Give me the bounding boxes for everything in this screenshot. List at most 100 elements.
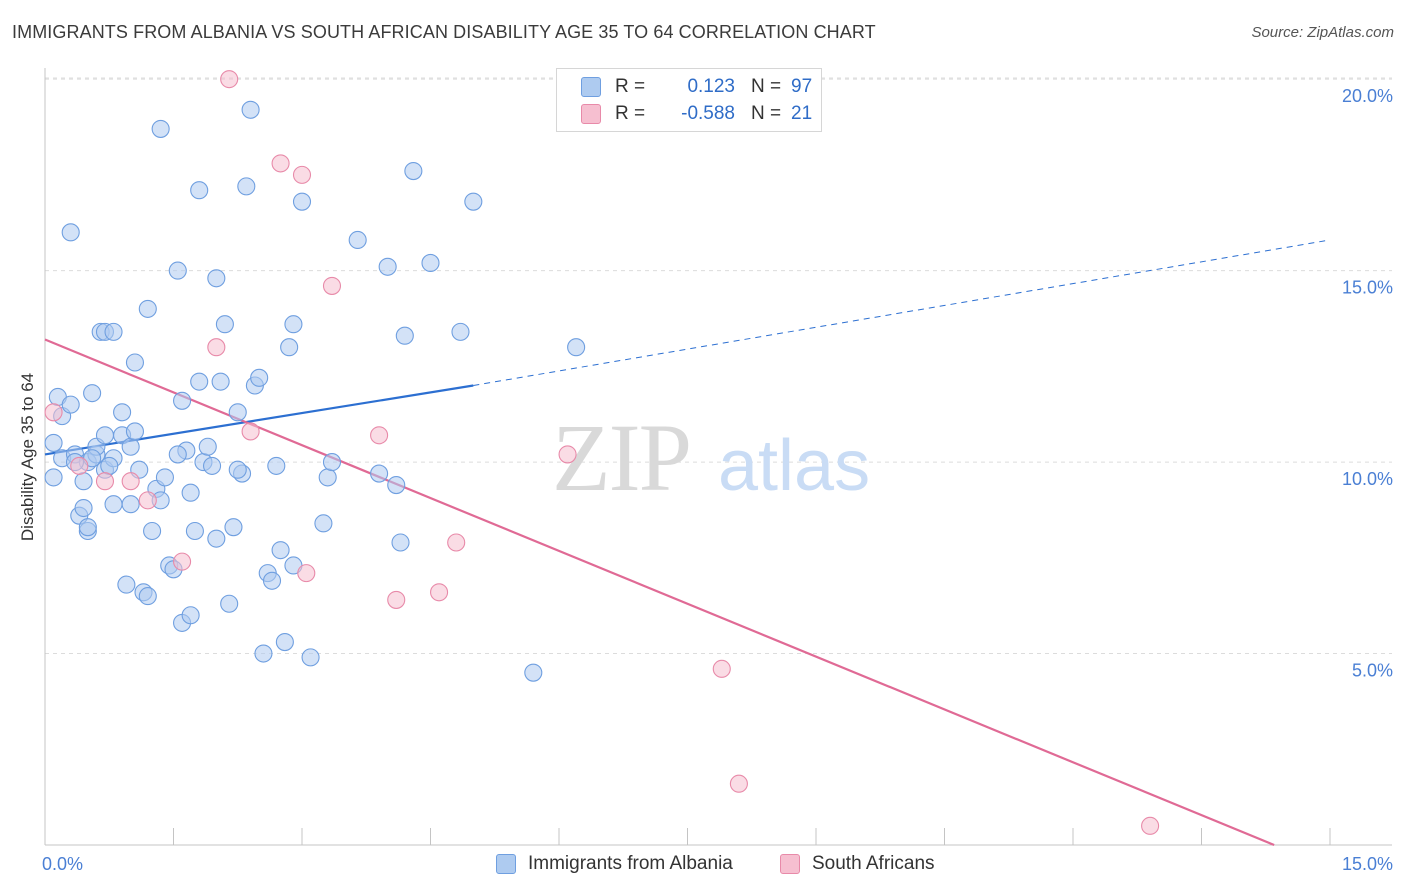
albania-point	[464, 192, 483, 211]
south-african-point	[44, 403, 63, 422]
albania-point	[104, 322, 123, 341]
sa-n-value: 21	[791, 103, 813, 124]
albania-point	[395, 326, 414, 345]
south-african-point	[138, 491, 157, 510]
south-african-point	[121, 472, 140, 491]
albania-n-label: N =	[751, 76, 782, 97]
albania-point	[61, 395, 80, 414]
x-tick-label: 0.0%	[42, 854, 83, 874]
sa-r-value: -0.588	[681, 103, 735, 124]
albania-r-value: 0.123	[687, 76, 735, 97]
albania-point	[228, 403, 247, 422]
south-african-point	[220, 70, 239, 89]
chart-title: IMMIGRANTS FROM ALBANIA VS SOUTH AFRICAN…	[12, 22, 876, 42]
albania-point	[155, 468, 174, 487]
source-credit: Source: ZipAtlas.com	[1251, 24, 1394, 41]
albania-point	[421, 253, 440, 273]
albania-point	[215, 315, 234, 334]
albania-point	[168, 445, 187, 464]
legend-row-south-africans: R = -0.588 N = 21	[581, 102, 812, 126]
albania-point	[83, 384, 102, 403]
albania-point	[348, 230, 367, 250]
albania-point	[181, 483, 200, 502]
albania-point	[100, 456, 119, 475]
south-african-point	[447, 533, 466, 552]
south-african-point	[70, 456, 89, 475]
watermark: ZIP atlas	[552, 404, 870, 511]
albania-point	[207, 269, 226, 288]
albania-point	[404, 161, 423, 181]
albania-point	[250, 368, 269, 387]
south-africans-swatch	[581, 104, 601, 124]
albania-point	[44, 433, 63, 452]
south-african-point	[558, 445, 577, 464]
sa-n-label: N =	[751, 103, 782, 124]
south-african-point	[729, 774, 748, 793]
albania-point	[280, 338, 299, 357]
south-african-point	[712, 659, 731, 678]
y-tick-label: 15.0%	[1342, 278, 1393, 298]
albania-point	[95, 426, 115, 445]
albania-point	[61, 223, 80, 242]
albania-point	[271, 541, 290, 560]
albania-point	[74, 472, 93, 491]
albania-point	[143, 521, 162, 541]
stats-legend: R = 0.123 N = 97 R = -0.588 N = 21	[556, 68, 822, 132]
axes	[44, 68, 1392, 846]
albania-point	[524, 663, 543, 682]
bottom-sa-label: South Africans	[812, 853, 935, 874]
x-tick-label: 15.0%	[1342, 854, 1393, 874]
y-tick-label: 20.0%	[1342, 86, 1393, 106]
y-axis-label: Disability Age 35 to 64	[18, 373, 37, 541]
albania-point	[292, 192, 312, 211]
albania-point	[228, 460, 247, 479]
albania-point	[168, 261, 187, 280]
albania-point	[121, 495, 140, 514]
albania-point	[262, 571, 282, 590]
albania-point	[211, 372, 230, 391]
albania-point	[198, 437, 217, 456]
albania-point	[181, 606, 200, 625]
albania-point	[185, 521, 204, 541]
sa-r-label: R =	[615, 103, 646, 124]
tick-labels: 5.0% 10.0% 15.0% 20.0% 0.0% 15.0%	[42, 86, 1393, 874]
albania-point	[190, 181, 209, 200]
south-african-point	[173, 552, 192, 571]
south-african-point	[1141, 816, 1160, 835]
south-african-point	[207, 338, 226, 357]
bottom-sa-swatch	[780, 854, 800, 874]
albania-point	[378, 257, 397, 276]
albania-r-label: R =	[615, 76, 646, 97]
albania-point	[190, 372, 209, 391]
albania-point	[301, 648, 320, 667]
albania-point	[138, 587, 157, 606]
south-african-point	[241, 422, 260, 441]
watermark-atlas: atlas	[718, 426, 870, 506]
albania-point	[237, 177, 256, 196]
south-african-point	[297, 564, 316, 583]
albania-point	[74, 498, 93, 518]
albania-point	[387, 475, 406, 495]
albania-point	[567, 338, 586, 357]
south-african-point	[271, 154, 290, 173]
albania-trend-extension	[473, 239, 1331, 386]
south-african-point	[430, 583, 449, 602]
albania-point	[207, 529, 226, 548]
legend-row-albania: R = 0.123 N = 97	[581, 75, 812, 99]
albania-point	[318, 468, 337, 487]
albania-point	[391, 533, 410, 552]
south-african-point	[95, 472, 115, 491]
south-african-point	[387, 590, 406, 609]
y-tick-label: 5.0%	[1352, 661, 1393, 681]
albania-n-value: 97	[791, 76, 813, 97]
albania-point	[254, 644, 273, 663]
albania-point	[121, 437, 140, 456]
albania-point	[151, 119, 170, 138]
y-tick-label: 10.0%	[1342, 469, 1393, 489]
south-african-point	[292, 165, 312, 184]
data-points	[44, 70, 1160, 835]
gridlines	[45, 77, 1392, 655]
albania-point	[117, 575, 136, 594]
albania-point	[322, 453, 342, 472]
albania-point	[78, 518, 97, 537]
